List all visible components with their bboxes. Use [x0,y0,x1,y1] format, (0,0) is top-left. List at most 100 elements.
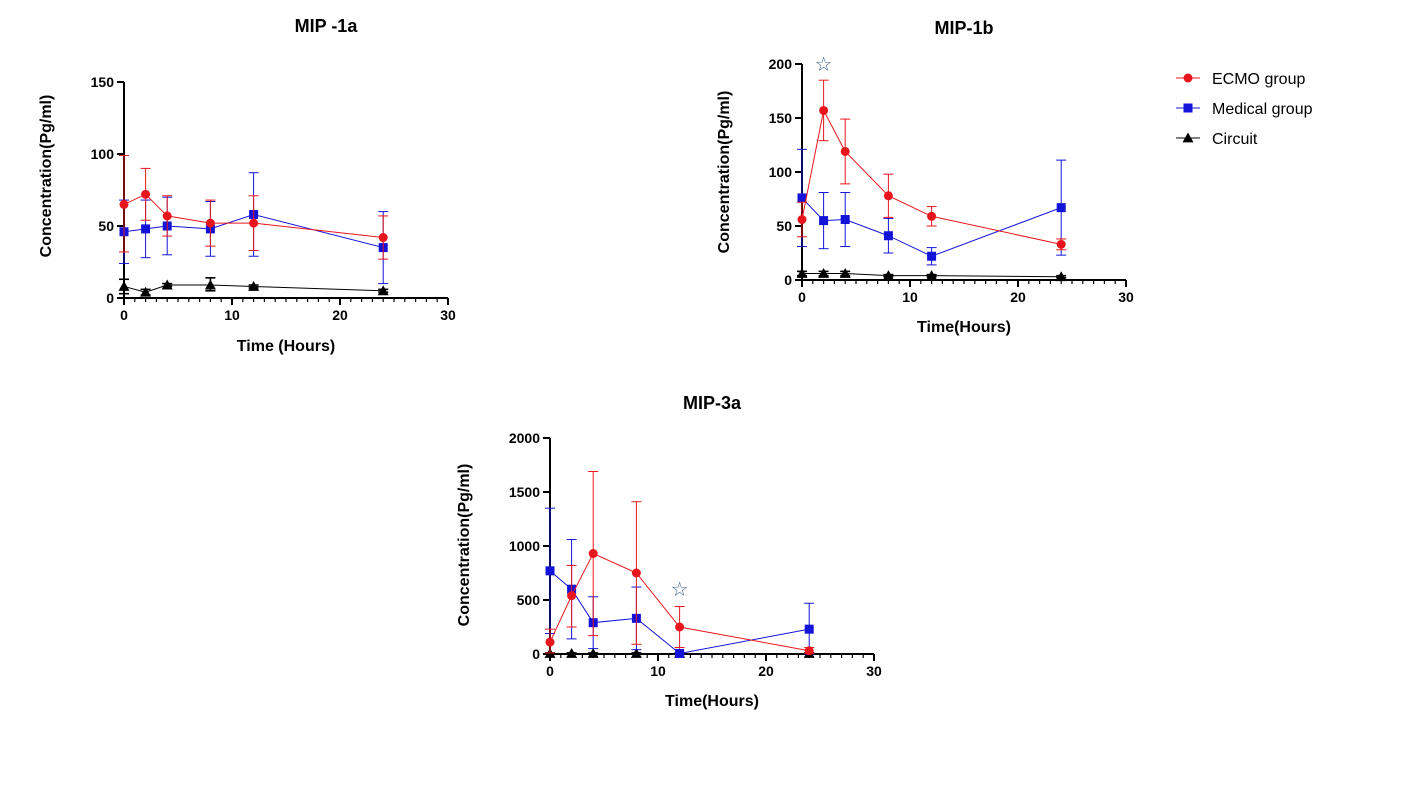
x-axis-label-mip1a: Time (Hours) [237,338,335,355]
data-point [819,105,829,115]
data-point [141,224,151,234]
data-point [839,268,851,278]
data-point [161,279,173,290]
data-point [545,637,555,647]
y-axis-label-mip1b: Concentration(Pg/ml) [716,91,733,254]
data-point [378,233,388,243]
x-tick-label: 10 [650,663,666,679]
legend-label-circuit: Circuit [1212,131,1258,148]
data-point [797,215,807,225]
data-point [927,211,937,221]
y-tick-label: 100 [91,146,115,162]
y-tick-label: 0 [532,646,540,662]
series-ecmo-mip1a [119,154,389,260]
y-tick-label: 50 [98,218,114,234]
data-point [675,648,685,658]
data-point [545,566,555,576]
data-point [797,193,807,203]
y-axis-label-mip1a: Concentration(Pg/ml) [38,95,55,258]
series-ecmo-mip1b [797,79,1067,251]
series-line [123,284,384,293]
data-point [587,647,599,658]
data-point [804,646,814,656]
legend-marker-medical [1183,103,1193,113]
x-tick-label: 20 [758,663,774,679]
data-point [882,270,894,281]
y-tick-label: 1000 [509,538,540,554]
data-point [1056,203,1066,213]
data-point [588,549,598,559]
y-tick-label: 50 [776,218,792,234]
chart-mip1a: MIP -1a Time (Hours) Concentration(Pg/ml… [38,16,456,355]
data-point [567,591,577,601]
x-axis-label-mip3a: Time(Hours) [665,693,759,710]
data-point [630,647,642,658]
data-point [140,286,152,297]
data-point [249,218,259,228]
data-point [248,280,260,291]
chart-mip1b: MIP-1b Time(Hours) Concentration(Pg/ml) … [716,18,1134,336]
chart-title-mip1a: MIP -1a [295,16,359,36]
data-point [566,647,578,658]
x-tick-label: 0 [798,289,806,305]
series-line [549,552,810,652]
significance-star: ☆ [671,579,689,601]
data-point [818,268,830,278]
x-tick-label: 30 [440,307,456,323]
data-point [927,251,937,261]
data-point [840,146,850,156]
x-tick-label: 30 [1118,289,1134,305]
data-point [377,285,389,296]
x-axis-label-mip1b: Time(Hours) [917,319,1011,336]
data-point [840,215,850,225]
y-tick-label: 500 [517,592,541,608]
y-tick-label: 200 [769,56,793,72]
data-point [141,189,151,199]
data-point [883,191,893,201]
data-point [631,568,641,578]
data-point [1056,239,1066,249]
data-point [205,218,215,228]
legend-label-ecmo: ECMO group [1212,71,1305,88]
data-point [119,199,129,209]
series-line [801,108,1062,245]
x-tick-label: 10 [902,289,918,305]
chart-mip3a: MIP-3a Time(Hours) Concentration(Pg/ml) … [456,393,882,710]
y-tick-label: 1500 [509,484,540,500]
y-tick-label: 0 [106,290,114,306]
legend-marker-ecmo [1183,73,1193,83]
y-axis-label-mip3a: Concentration(Pg/ml) [456,464,473,627]
data-point [675,622,685,632]
legend-marker-circuit [1182,132,1194,143]
data-point [204,279,216,290]
y-tick-label: 150 [91,74,115,90]
legend: ECMO group Medical group Circuit [1176,71,1313,148]
data-point [926,270,938,281]
legend-label-medical: Medical group [1212,101,1313,118]
x-tick-label: 10 [224,307,240,323]
series-line [802,273,1062,278]
x-tick-label: 30 [866,663,882,679]
data-point [796,268,808,278]
x-tick-label: 20 [1010,289,1026,305]
significance-star: ☆ [815,54,833,76]
data-point [118,280,130,291]
data-point [819,216,829,226]
series-circuit-mip1a [118,277,389,297]
series-ecmo-mip3a [545,470,815,656]
series-circuit-mip1b [796,268,1067,282]
plot-area-mip3a: 0 10 20 30 0 500 1000 1500 2000 ☆ [509,430,882,679]
y-tick-label: 100 [769,164,793,180]
data-point [804,624,814,634]
chart-title-mip1b: MIP-1b [934,18,993,38]
plot-area-mip1b: 0 10 20 30 0 50 100 150 200 ☆ [769,54,1134,305]
y-tick-label: 150 [769,110,793,126]
x-tick-label: 20 [332,307,348,323]
chart-title-mip3a: MIP-3a [683,393,742,413]
data-point [1055,271,1067,282]
axes-mip3a: 0 10 20 30 0 500 1000 1500 2000 [509,430,882,679]
y-tick-label: 0 [784,272,792,288]
y-tick-label: 2000 [509,430,540,446]
data-point [162,211,172,221]
